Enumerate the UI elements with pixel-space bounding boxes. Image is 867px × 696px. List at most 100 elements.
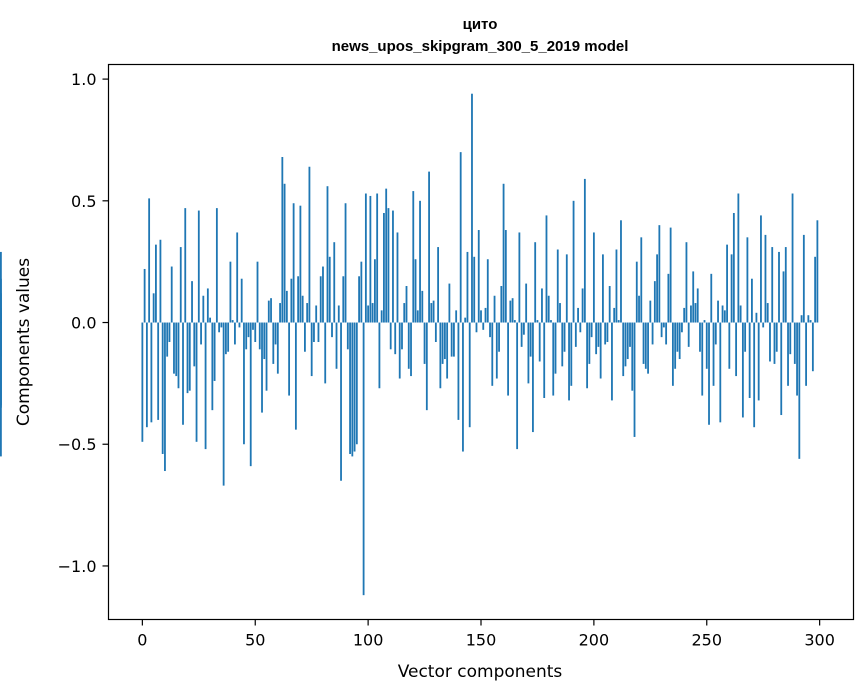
bar bbox=[446, 322, 449, 379]
bar bbox=[281, 157, 284, 323]
bar bbox=[471, 93, 473, 323]
bar bbox=[732, 212, 735, 323]
bar bbox=[168, 322, 171, 342]
bar bbox=[577, 307, 579, 323]
bar bbox=[450, 322, 453, 357]
bar bbox=[640, 237, 643, 323]
chart-subtitle: news_upos_skipgram_300_5_2019 model bbox=[332, 38, 629, 55]
bar bbox=[522, 322, 525, 335]
bar bbox=[798, 322, 801, 459]
bar bbox=[432, 300, 435, 323]
bar bbox=[387, 208, 390, 323]
bar bbox=[376, 193, 379, 323]
bar bbox=[561, 322, 564, 367]
bar bbox=[0, 251, 2, 323]
bar bbox=[805, 322, 807, 386]
bar bbox=[193, 322, 196, 367]
bar bbox=[611, 322, 613, 401]
bar bbox=[565, 254, 568, 323]
bar bbox=[324, 322, 327, 384]
bar bbox=[331, 322, 333, 338]
bar bbox=[247, 322, 250, 338]
bar bbox=[313, 322, 315, 342]
bar bbox=[552, 322, 555, 396]
bar bbox=[317, 322, 320, 342]
bar bbox=[385, 188, 388, 323]
y-tick-label: −1.0 bbox=[58, 557, 97, 576]
bar bbox=[744, 322, 747, 352]
bar bbox=[211, 322, 214, 411]
bar bbox=[346, 322, 349, 350]
bar bbox=[717, 300, 719, 323]
bar bbox=[656, 254, 658, 323]
bar bbox=[437, 247, 440, 323]
bar bbox=[520, 322, 523, 347]
bar bbox=[371, 303, 374, 323]
bar bbox=[712, 322, 715, 386]
bar bbox=[532, 322, 534, 433]
bar bbox=[649, 300, 652, 323]
bar bbox=[631, 322, 634, 391]
bar bbox=[658, 225, 661, 323]
bar bbox=[511, 298, 514, 323]
bar bbox=[258, 322, 261, 350]
bar bbox=[218, 322, 221, 333]
bar bbox=[588, 322, 591, 364]
bar bbox=[550, 320, 552, 323]
bar bbox=[238, 322, 241, 328]
bar bbox=[222, 322, 225, 486]
bar bbox=[789, 322, 792, 355]
bar bbox=[586, 322, 589, 389]
bar bbox=[294, 322, 297, 430]
bar bbox=[475, 322, 478, 333]
bar bbox=[236, 232, 239, 323]
bar bbox=[559, 303, 561, 323]
bar bbox=[516, 322, 519, 450]
bar bbox=[816, 220, 819, 323]
bar bbox=[243, 322, 245, 445]
bar bbox=[719, 322, 722, 423]
bar bbox=[597, 322, 600, 347]
bar bbox=[141, 322, 144, 442]
bar bbox=[703, 320, 706, 323]
x-tick-label: 150 bbox=[466, 631, 497, 650]
bar bbox=[495, 322, 498, 379]
bar bbox=[425, 322, 428, 411]
bar bbox=[457, 322, 460, 420]
bar bbox=[304, 322, 306, 352]
bar bbox=[473, 256, 476, 323]
bar bbox=[771, 247, 774, 323]
bar bbox=[757, 322, 760, 401]
bar bbox=[213, 322, 216, 381]
bar bbox=[398, 322, 401, 379]
bar bbox=[793, 322, 796, 364]
bar bbox=[231, 320, 234, 323]
bar bbox=[428, 171, 430, 323]
bar bbox=[604, 322, 607, 345]
bar bbox=[811, 322, 814, 372]
bar bbox=[234, 322, 236, 345]
bar bbox=[200, 322, 202, 345]
bar bbox=[164, 322, 166, 472]
bar bbox=[477, 230, 480, 323]
y-tick-label: 1.0 bbox=[71, 70, 96, 89]
bar bbox=[464, 317, 467, 323]
bar bbox=[405, 286, 408, 323]
bar bbox=[592, 232, 595, 323]
bar bbox=[583, 178, 586, 323]
bar bbox=[145, 322, 148, 428]
bar bbox=[328, 256, 331, 323]
bar bbox=[644, 322, 647, 369]
bar bbox=[746, 237, 749, 323]
bar bbox=[143, 268, 146, 323]
bar bbox=[421, 290, 424, 323]
bar bbox=[534, 242, 537, 323]
bar bbox=[735, 322, 738, 377]
bar bbox=[443, 322, 446, 360]
bar bbox=[396, 232, 399, 323]
bar bbox=[227, 322, 230, 352]
bar bbox=[608, 286, 611, 323]
y-tick-label: 0.5 bbox=[71, 192, 96, 211]
bar bbox=[267, 300, 270, 323]
bar bbox=[780, 322, 783, 416]
